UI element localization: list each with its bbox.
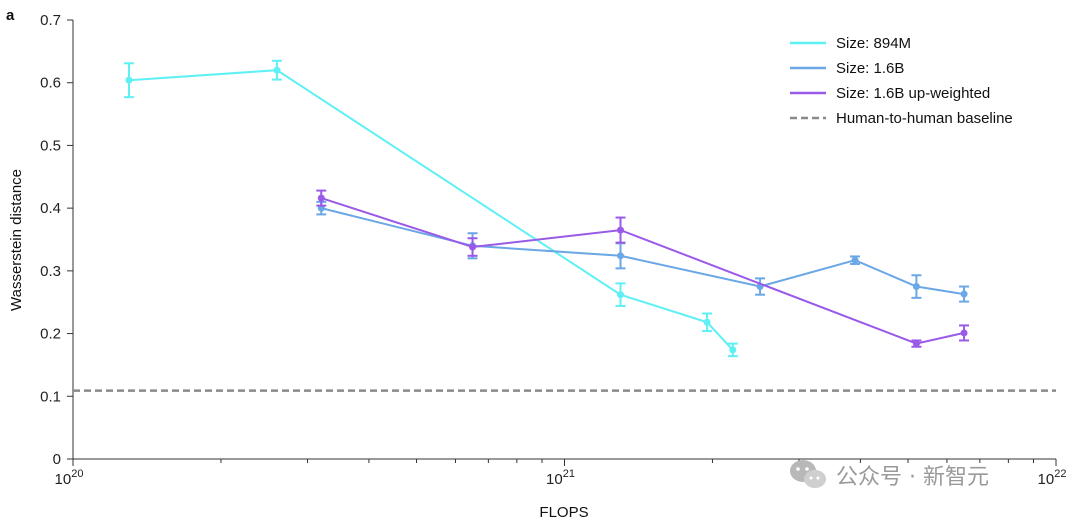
panel-label: a <box>6 7 15 24</box>
data-point <box>851 256 859 264</box>
y-tick-label: 0.7 <box>40 12 61 29</box>
series-layer <box>124 59 970 358</box>
y-tick-label: 0.5 <box>40 137 61 154</box>
wechat-icon <box>790 460 826 488</box>
series-2 <box>316 200 970 303</box>
data-point <box>617 252 625 260</box>
legend-label: Size: 1.6B up-weighted <box>836 85 990 102</box>
data-point <box>912 283 920 291</box>
y-tick-label: 0.3 <box>40 263 61 280</box>
data-point <box>960 329 968 337</box>
x-tick-label: 1021 <box>546 468 575 488</box>
data-point <box>273 66 281 74</box>
data-point <box>469 243 477 251</box>
y-tick-label: 0.2 <box>40 326 61 343</box>
series-line <box>320 197 965 345</box>
x-tick-label: 1022 <box>1038 468 1067 488</box>
y-axis-title: Wasserstein distance <box>8 169 25 311</box>
data-point <box>617 291 625 299</box>
series-line <box>128 69 734 351</box>
watermark-text: 公众号 · 新智元 <box>836 465 989 490</box>
data-point <box>912 340 920 348</box>
data-point <box>703 318 711 326</box>
legend-label: Size: 1.6B <box>836 60 904 77</box>
x-axis-title: FLOPS <box>539 504 588 519</box>
series-3 <box>316 189 970 348</box>
data-point <box>960 290 968 298</box>
legend-label: Size: 894M <box>836 35 911 52</box>
data-point <box>617 226 625 234</box>
legend: Size: 894M Size: 1.6B Size: 1.6B up-weight… <box>790 35 1013 127</box>
y-tick-label: 0 <box>53 451 61 468</box>
y-tick-label: 0.4 <box>40 200 61 217</box>
data-point <box>317 194 325 202</box>
data-point <box>125 76 133 84</box>
x-tick-label: 1020 <box>55 468 84 488</box>
watermark: 公众号 · 新智元 <box>790 460 989 490</box>
series-1 <box>124 59 738 358</box>
legend-label: Human-to-human baseline <box>836 110 1013 127</box>
series-line <box>321 207 965 296</box>
data-point <box>729 346 737 354</box>
y-tick-label: 0.6 <box>40 75 61 92</box>
axes: 0 0.1 0.2 0.3 0.4 0.5 0.6 0.7 1020 1021 1022 <box>40 12 1066 488</box>
y-tick-label: 0.1 <box>40 388 61 405</box>
